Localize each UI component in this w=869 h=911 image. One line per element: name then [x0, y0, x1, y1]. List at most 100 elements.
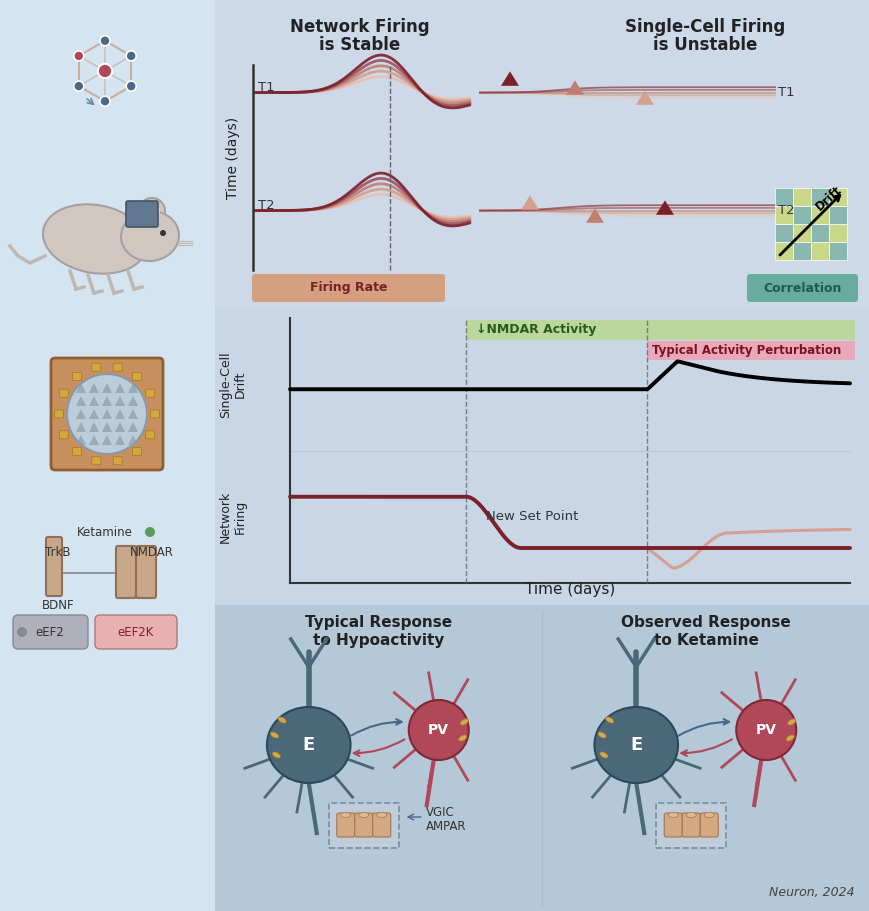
FancyBboxPatch shape: [774, 242, 792, 260]
FancyBboxPatch shape: [810, 242, 828, 260]
FancyBboxPatch shape: [215, 605, 869, 911]
Circle shape: [126, 51, 136, 61]
Text: Single-Cell
Drift: Single-Cell Drift: [219, 351, 247, 417]
Text: BDNF: BDNF: [42, 599, 74, 612]
FancyBboxPatch shape: [810, 188, 828, 206]
Circle shape: [139, 198, 165, 224]
FancyBboxPatch shape: [792, 188, 810, 206]
Ellipse shape: [376, 813, 387, 817]
FancyBboxPatch shape: [113, 456, 122, 465]
Ellipse shape: [358, 813, 368, 817]
Polygon shape: [655, 200, 673, 215]
Ellipse shape: [597, 732, 606, 738]
Circle shape: [74, 81, 83, 91]
FancyBboxPatch shape: [655, 803, 726, 847]
Ellipse shape: [460, 719, 468, 725]
FancyBboxPatch shape: [328, 803, 398, 847]
FancyBboxPatch shape: [664, 813, 681, 837]
FancyBboxPatch shape: [51, 358, 163, 470]
Text: Time (days): Time (days): [524, 582, 614, 597]
FancyBboxPatch shape: [59, 389, 68, 397]
Text: E: E: [302, 736, 315, 754]
FancyBboxPatch shape: [95, 615, 176, 649]
Text: PV: PV: [755, 723, 776, 737]
Circle shape: [100, 97, 109, 107]
Text: Typical Activity Perturbation: Typical Activity Perturbation: [652, 344, 841, 357]
FancyBboxPatch shape: [55, 410, 63, 418]
FancyBboxPatch shape: [252, 274, 444, 302]
Text: E: E: [629, 736, 641, 754]
Polygon shape: [128, 409, 138, 419]
FancyBboxPatch shape: [146, 389, 155, 397]
Text: AMPAR: AMPAR: [425, 821, 466, 834]
FancyBboxPatch shape: [0, 0, 215, 911]
Ellipse shape: [703, 813, 713, 817]
Circle shape: [17, 627, 27, 637]
Polygon shape: [115, 396, 125, 406]
FancyBboxPatch shape: [72, 447, 82, 456]
Text: Correlation: Correlation: [762, 281, 840, 294]
Polygon shape: [89, 435, 99, 445]
Text: Firing Rate: Firing Rate: [309, 281, 387, 294]
Polygon shape: [128, 383, 138, 393]
Text: is Stable: is Stable: [319, 36, 400, 54]
Text: T2: T2: [777, 204, 793, 217]
Polygon shape: [586, 209, 603, 223]
Text: Network Firing: Network Firing: [290, 18, 429, 36]
Circle shape: [126, 81, 136, 91]
Polygon shape: [76, 409, 86, 419]
FancyBboxPatch shape: [774, 224, 792, 242]
FancyBboxPatch shape: [146, 431, 155, 439]
Polygon shape: [102, 422, 112, 432]
Text: Neuron, 2024: Neuron, 2024: [768, 886, 854, 899]
Ellipse shape: [667, 813, 678, 817]
Ellipse shape: [458, 735, 467, 742]
Polygon shape: [566, 80, 583, 95]
FancyBboxPatch shape: [132, 447, 142, 456]
FancyBboxPatch shape: [150, 410, 159, 418]
FancyBboxPatch shape: [355, 813, 372, 837]
Circle shape: [67, 374, 147, 454]
Circle shape: [160, 230, 166, 236]
Ellipse shape: [735, 700, 795, 760]
Ellipse shape: [594, 707, 677, 783]
Polygon shape: [128, 435, 138, 445]
Polygon shape: [102, 435, 112, 445]
Text: ↓NMDAR Activity: ↓NMDAR Activity: [475, 323, 595, 336]
Text: Observed Response: Observed Response: [620, 615, 790, 630]
FancyBboxPatch shape: [828, 224, 846, 242]
Polygon shape: [115, 435, 125, 445]
Polygon shape: [76, 422, 86, 432]
FancyBboxPatch shape: [792, 224, 810, 242]
FancyBboxPatch shape: [681, 813, 700, 837]
Polygon shape: [115, 383, 125, 393]
Text: TrkB: TrkB: [45, 546, 70, 559]
Polygon shape: [89, 396, 99, 406]
FancyBboxPatch shape: [647, 341, 854, 360]
Ellipse shape: [686, 813, 695, 817]
Polygon shape: [115, 422, 125, 432]
FancyBboxPatch shape: [828, 188, 846, 206]
FancyBboxPatch shape: [59, 431, 68, 439]
Polygon shape: [501, 71, 519, 86]
FancyBboxPatch shape: [215, 0, 869, 310]
FancyBboxPatch shape: [13, 615, 88, 649]
Ellipse shape: [341, 813, 350, 817]
FancyBboxPatch shape: [372, 813, 390, 837]
Polygon shape: [635, 90, 653, 105]
Text: Ketamine: Ketamine: [77, 526, 133, 539]
Polygon shape: [128, 422, 138, 432]
FancyBboxPatch shape: [746, 274, 857, 302]
Ellipse shape: [786, 735, 793, 742]
Text: Single-Cell Firing: Single-Cell Firing: [624, 18, 784, 36]
Polygon shape: [89, 383, 99, 393]
Polygon shape: [521, 195, 539, 210]
Circle shape: [145, 527, 155, 537]
Circle shape: [100, 36, 109, 46]
FancyBboxPatch shape: [113, 363, 122, 371]
FancyBboxPatch shape: [215, 310, 869, 605]
Polygon shape: [102, 409, 112, 419]
Ellipse shape: [43, 204, 147, 273]
FancyBboxPatch shape: [46, 537, 62, 596]
FancyBboxPatch shape: [136, 546, 156, 598]
